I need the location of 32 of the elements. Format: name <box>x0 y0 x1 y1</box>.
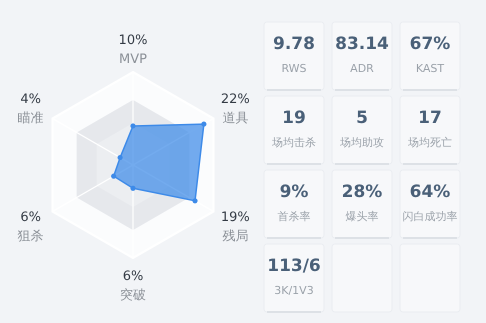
text: 6% <box>122 269 144 284</box>
text: 22% <box>220 92 250 107</box>
text: 9.78 <box>273 34 315 54</box>
text: 17 <box>418 108 442 128</box>
text: 10% <box>118 32 148 48</box>
text: 19% <box>220 210 250 226</box>
text: 场均助攻 <box>339 136 384 149</box>
text: 场均击杀 <box>271 136 316 149</box>
text: 5 <box>356 108 368 128</box>
spoke-label: 瞄准 <box>18 110 44 126</box>
spoke-label: MVP <box>119 52 148 67</box>
spoke-label: 狙杀 <box>18 229 44 244</box>
spoke-label: 道具 <box>222 110 248 126</box>
text: 4% <box>20 92 42 107</box>
text: 9% <box>280 182 308 202</box>
text: RWS <box>281 62 307 75</box>
spoke-label: 残局 <box>222 229 248 244</box>
text: 场均死亡 <box>407 136 452 149</box>
text: 3K/1V3 <box>274 284 314 297</box>
text: KAST <box>416 62 444 75</box>
text: 28% <box>342 182 382 202</box>
text: 闪白成功率 <box>402 210 458 223</box>
text: 83.14 <box>335 34 390 54</box>
text: 67% <box>410 34 450 54</box>
text: ADR <box>350 62 374 75</box>
text: 64% <box>410 182 450 202</box>
text: 6% <box>20 210 42 226</box>
spoke-label: 突破 <box>120 288 146 304</box>
text: 113/6 <box>267 256 321 276</box>
text: 首杀率 <box>278 210 310 223</box>
text: 19 <box>282 108 306 128</box>
text: 爆头率 <box>346 210 378 223</box>
